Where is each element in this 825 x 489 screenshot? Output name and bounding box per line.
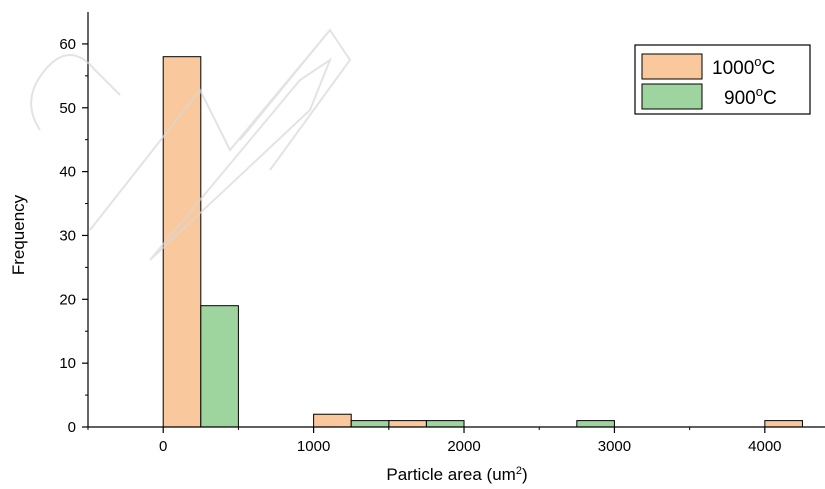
legend-label-1000c: 1000oC bbox=[712, 54, 775, 79]
legend-swatch-1000c bbox=[641, 53, 703, 80]
bar-series0-1000 bbox=[313, 413, 352, 428]
x-tick-label-1000: 1000 bbox=[297, 438, 330, 455]
legend-swatch-900c bbox=[641, 83, 703, 110]
y-tick-label-20: 20 bbox=[59, 291, 76, 308]
x-tick-label-3000: 3000 bbox=[598, 438, 631, 455]
y-tick-label-0: 0 bbox=[68, 419, 76, 436]
legend: 1000oC 900oC bbox=[634, 44, 811, 115]
bar-series0-1500 bbox=[388, 420, 427, 428]
ticks-layer: 0 10 20 30 40 50 60 0 1000 2000 3000 4000 bbox=[59, 36, 781, 455]
x-tick-label-0: 0 bbox=[159, 438, 167, 455]
y-tick-label-40: 40 bbox=[59, 164, 76, 181]
bar-series1-250 bbox=[200, 305, 239, 428]
y-tick-label-10: 10 bbox=[59, 355, 76, 372]
bar-series1-2750 bbox=[576, 420, 615, 428]
bar-series1-1750 bbox=[425, 420, 465, 428]
x-tick-label-2000: 2000 bbox=[447, 438, 480, 455]
y-tick-label-60: 60 bbox=[59, 36, 76, 53]
bar-series1-1250 bbox=[350, 420, 390, 428]
x-tick-label-4000: 4000 bbox=[748, 438, 781, 455]
x-axis-title: Particle area (um2) bbox=[386, 465, 527, 484]
legend-label-900c: 900oC bbox=[724, 84, 777, 109]
y-axis-title: Frequency bbox=[9, 194, 28, 275]
bar-series0-4000 bbox=[764, 420, 803, 428]
bar-series0-0 bbox=[162, 56, 202, 428]
y-tick-label-50: 50 bbox=[59, 100, 76, 117]
y-tick-label-30: 30 bbox=[59, 227, 76, 244]
